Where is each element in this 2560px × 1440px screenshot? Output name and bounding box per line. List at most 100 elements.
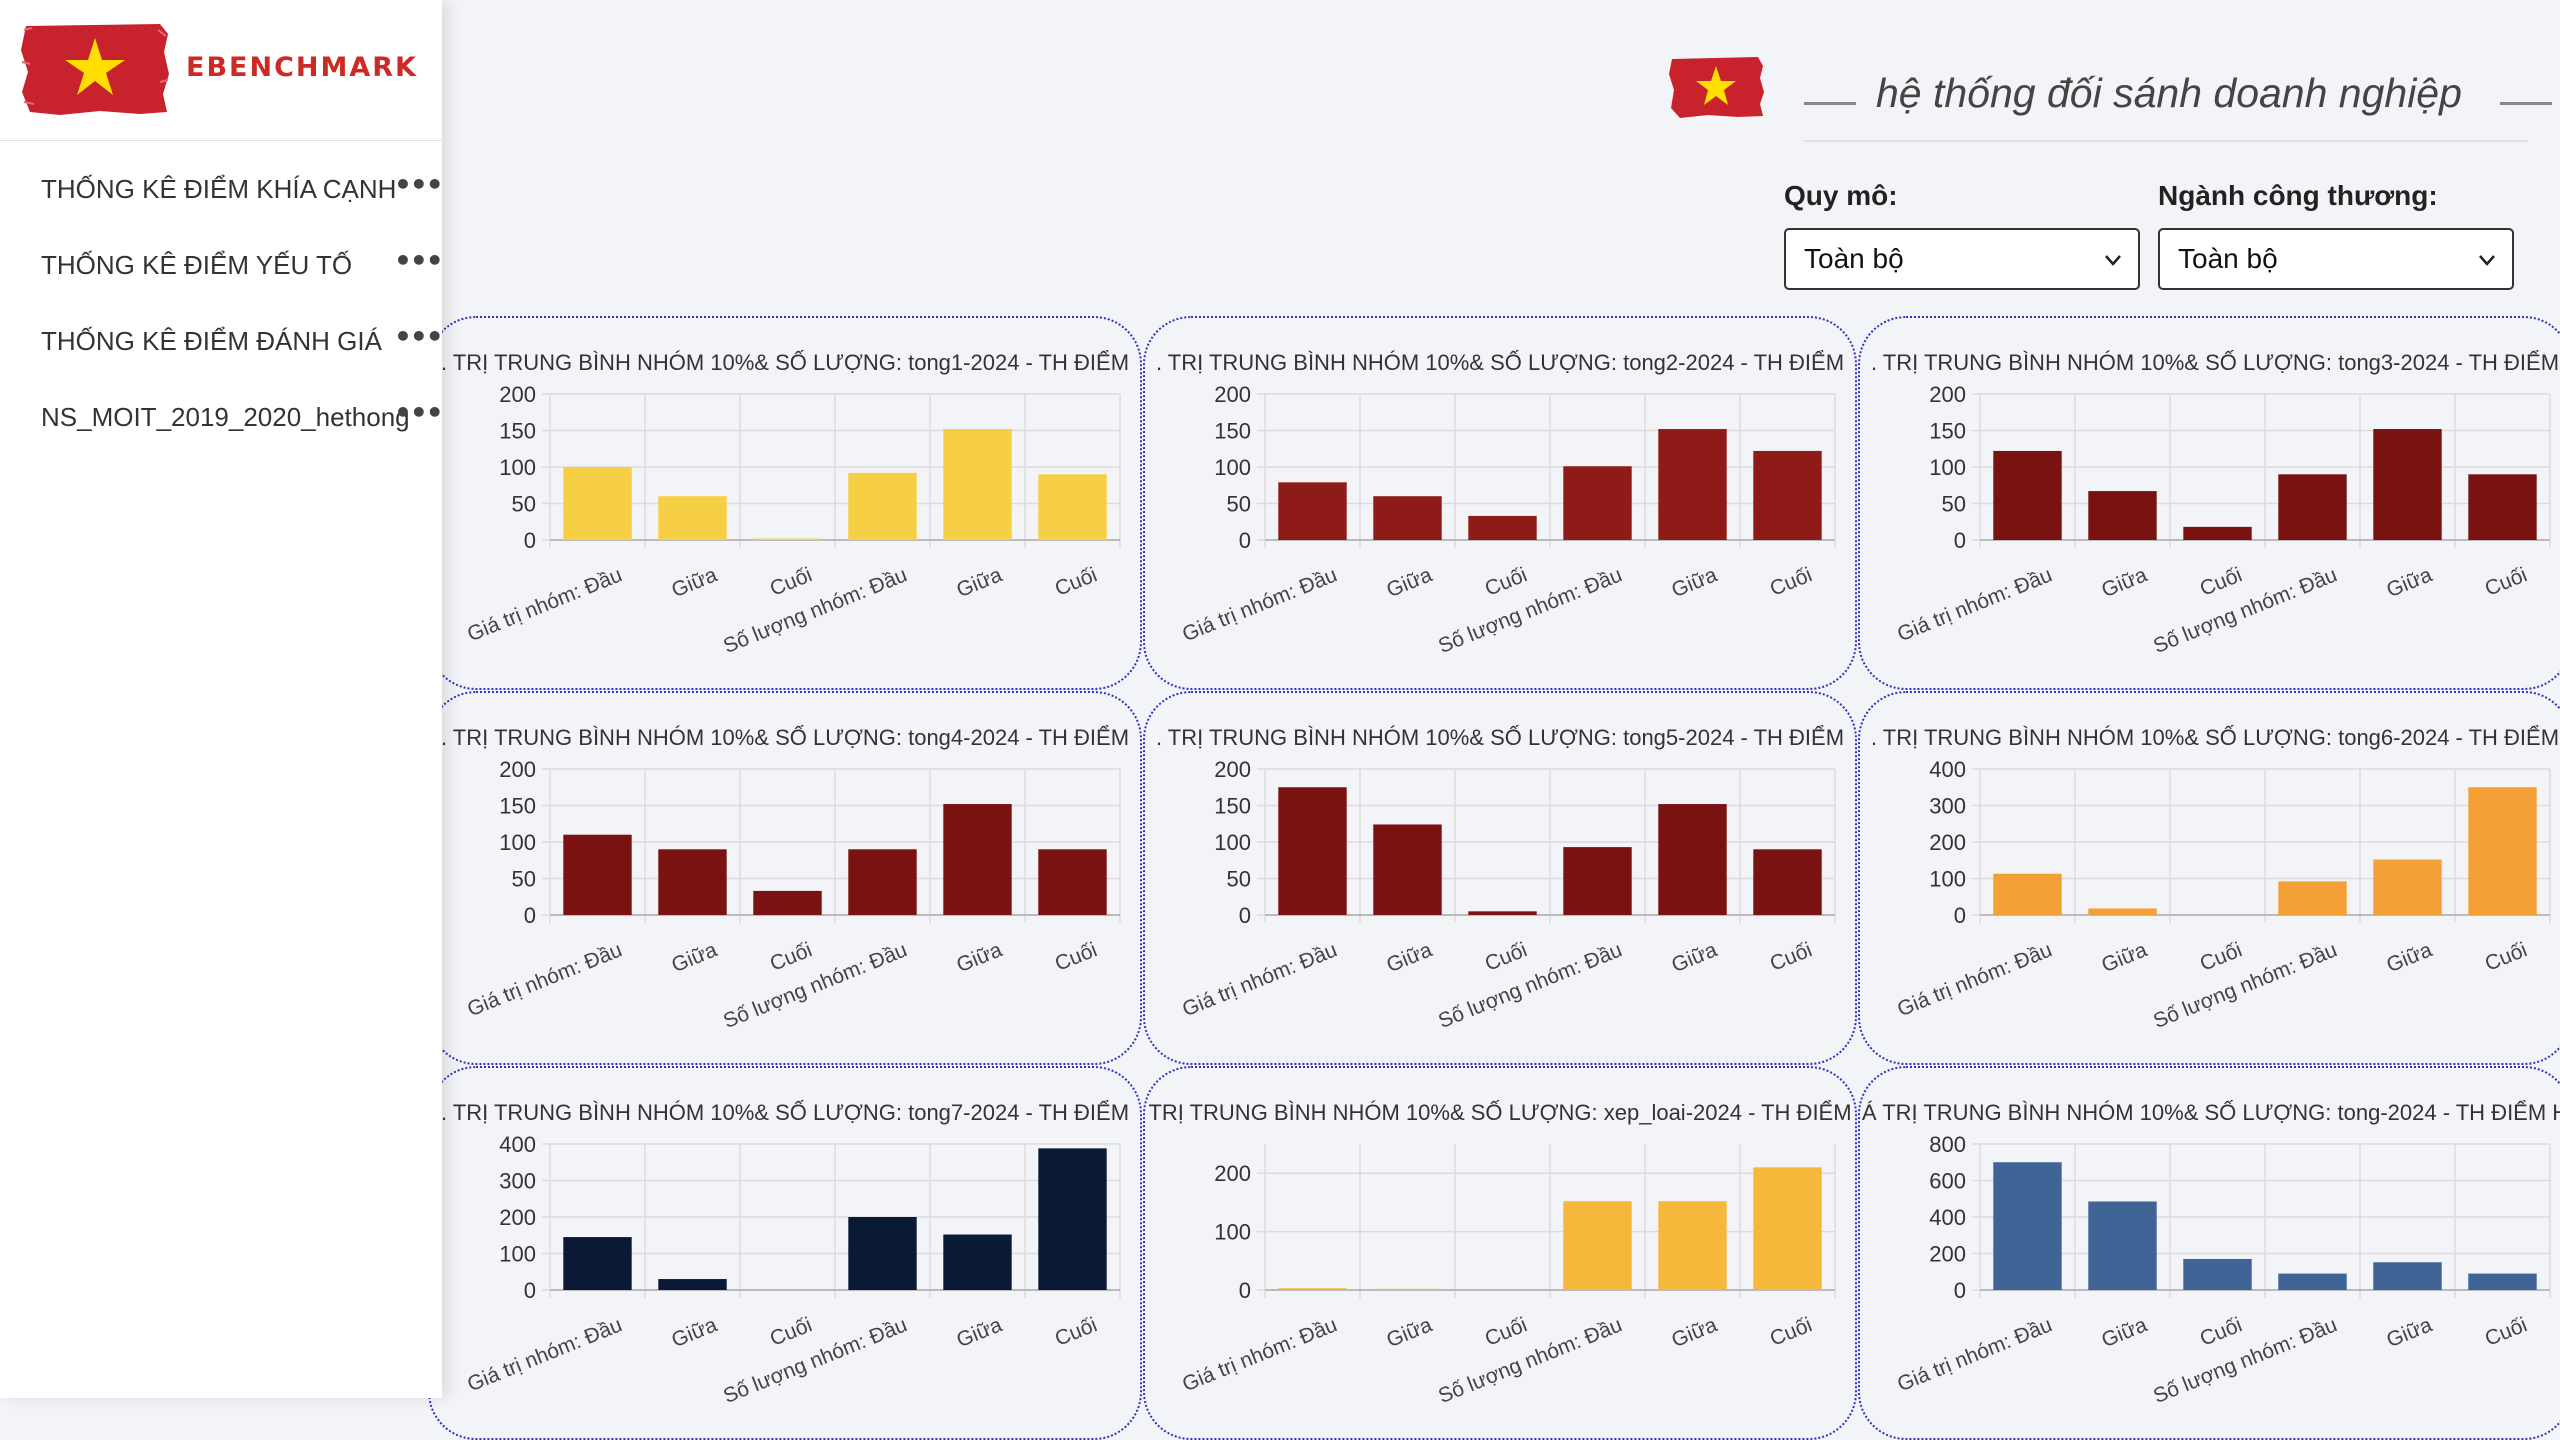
more-dots-icon[interactable]: ••• xyxy=(394,320,428,353)
bar[interactable] xyxy=(1753,849,1821,915)
bar[interactable] xyxy=(563,1237,631,1290)
x-tick-label: Giữa xyxy=(1383,563,1435,602)
more-dots-icon[interactable]: ••• xyxy=(394,168,428,201)
bar[interactable] xyxy=(943,429,1011,540)
bar[interactable] xyxy=(943,1235,1011,1290)
x-tick-label: Giữa xyxy=(2098,938,2150,977)
sidebar-item-ns-moit[interactable]: NS_MOIT_2019_2020_hethong ••• xyxy=(0,388,442,464)
y-tick-label: 400 xyxy=(1929,1205,1966,1230)
bar[interactable] xyxy=(1278,1288,1346,1290)
bar[interactable] xyxy=(1563,1201,1631,1290)
industry-select-value: Toàn bộ xyxy=(2178,243,2278,274)
x-tick-label: Cuối xyxy=(767,1313,816,1351)
y-tick-label: 400 xyxy=(499,1132,536,1157)
vietnam-flag-icon xyxy=(20,22,170,116)
bar[interactable] xyxy=(753,891,821,915)
bar[interactable] xyxy=(2183,527,2251,540)
bar[interactable] xyxy=(848,473,916,540)
more-dots-icon[interactable]: ••• xyxy=(394,396,428,429)
bar[interactable] xyxy=(1753,1167,1821,1290)
y-tick-label: 100 xyxy=(499,455,536,480)
bar[interactable] xyxy=(2468,474,2536,540)
bar[interactable] xyxy=(2278,881,2346,915)
x-tick-label: Giữa xyxy=(1668,563,1720,602)
brand-name: EBENCHMARK xyxy=(186,52,418,83)
bar[interactable] xyxy=(2278,474,2346,540)
bar[interactable] xyxy=(1278,787,1346,915)
bar[interactable] xyxy=(1753,451,1821,540)
sidebar-item-khia-canh[interactable]: THỐNG KÊ ĐIỂM KHÍA CẠNH ••• xyxy=(0,160,442,236)
industry-select[interactable]: Toàn bộ xyxy=(2158,228,2514,290)
bar[interactable] xyxy=(1993,451,2061,540)
x-tick-label: Giá trị nhóm: Đầu xyxy=(1894,563,2055,646)
x-tick-label: Giữa xyxy=(953,563,1005,602)
bar[interactable] xyxy=(2373,429,2441,540)
more-dots-icon[interactable]: ••• xyxy=(394,244,428,277)
sidebar-item-label: THỐNG KÊ ĐIỂM ĐÁNH GIÁ xyxy=(41,326,411,357)
bar[interactable] xyxy=(658,849,726,915)
x-tick-label: Giữa xyxy=(953,1313,1005,1352)
scale-select[interactable]: Toàn bộ xyxy=(1784,228,2140,290)
bar[interactable] xyxy=(753,539,821,540)
y-tick-label: 0 xyxy=(524,903,536,928)
bar[interactable] xyxy=(563,835,631,915)
bar[interactable] xyxy=(1993,874,2061,915)
bar[interactable] xyxy=(2183,1259,2251,1290)
y-tick-label: 400 xyxy=(1929,757,1966,782)
bar[interactable] xyxy=(2468,1274,2536,1290)
bar[interactable] xyxy=(943,804,1011,915)
x-tick-label: Số lượng nhóm: Đầu xyxy=(720,1313,910,1408)
bar[interactable] xyxy=(1658,429,1726,540)
x-tick-label: Giữa xyxy=(668,938,720,977)
chevron-down-icon xyxy=(2476,250,2498,270)
bar[interactable] xyxy=(1278,482,1346,540)
sidebar-item-yeu-to[interactable]: THỐNG KÊ ĐIỂM YẾU TỐ ••• xyxy=(0,236,442,312)
bar[interactable] xyxy=(1468,516,1536,540)
bar[interactable] xyxy=(1658,1201,1726,1290)
bar[interactable] xyxy=(1038,1148,1106,1290)
bar[interactable] xyxy=(1373,1289,1441,1290)
bar[interactable] xyxy=(2468,787,2536,915)
bar[interactable] xyxy=(1468,911,1536,915)
x-tick-label: Cuối xyxy=(767,563,816,601)
bar[interactable] xyxy=(1038,849,1106,915)
y-tick-label: 150 xyxy=(1214,419,1251,444)
y-tick-label: 150 xyxy=(1214,794,1251,819)
bar[interactable] xyxy=(2278,1274,2346,1290)
x-tick-label: Giữa xyxy=(953,938,1005,977)
x-tick-label: Giá trị nhóm: Đầu xyxy=(1179,563,1340,646)
bar[interactable] xyxy=(563,467,631,540)
x-tick-label: Giá trị nhóm: Đầu xyxy=(464,563,625,646)
bar[interactable] xyxy=(1563,847,1631,915)
bar[interactable] xyxy=(1373,824,1441,915)
bar[interactable] xyxy=(1038,474,1106,540)
x-tick-label: Giá trị nhóm: Đầu xyxy=(464,938,625,1021)
bar[interactable] xyxy=(2088,908,2156,915)
chevron-down-icon xyxy=(2102,250,2124,270)
x-tick-label: Cuối xyxy=(1482,563,1531,601)
bar[interactable] xyxy=(1373,496,1441,540)
x-tick-label: Cuối xyxy=(1482,1313,1531,1351)
bar[interactable] xyxy=(2373,860,2441,915)
sidebar-item-danh-gia[interactable]: THỐNG KÊ ĐIỂM ĐÁNH GIÁ ••• xyxy=(0,312,442,388)
x-tick-label: Giữa xyxy=(668,1313,720,1352)
x-tick-label: Cuối xyxy=(2482,563,2531,601)
x-tick-label: Cuối xyxy=(2482,1313,2531,1351)
y-tick-label: 200 xyxy=(499,382,536,407)
bar[interactable] xyxy=(1658,804,1726,915)
page-title-wrap: hệ thống đối sánh doanh nghiệp xyxy=(1804,70,2560,140)
bar[interactable] xyxy=(1993,1162,2061,1290)
bar[interactable] xyxy=(658,1279,726,1290)
bar[interactable] xyxy=(2088,1201,2156,1290)
x-tick-label: Số lượng nhóm: Đầu xyxy=(2150,563,2340,658)
bar[interactable] xyxy=(848,849,916,915)
brand-header[interactable]: EBENCHMARK xyxy=(0,0,442,141)
y-tick-label: 100 xyxy=(499,830,536,855)
bar[interactable] xyxy=(2373,1262,2441,1290)
bar[interactable] xyxy=(848,1217,916,1290)
bar[interactable] xyxy=(1563,466,1631,540)
bar[interactable] xyxy=(2088,491,2156,540)
x-tick-label: Giữa xyxy=(2383,1313,2435,1352)
bar[interactable] xyxy=(658,496,726,540)
